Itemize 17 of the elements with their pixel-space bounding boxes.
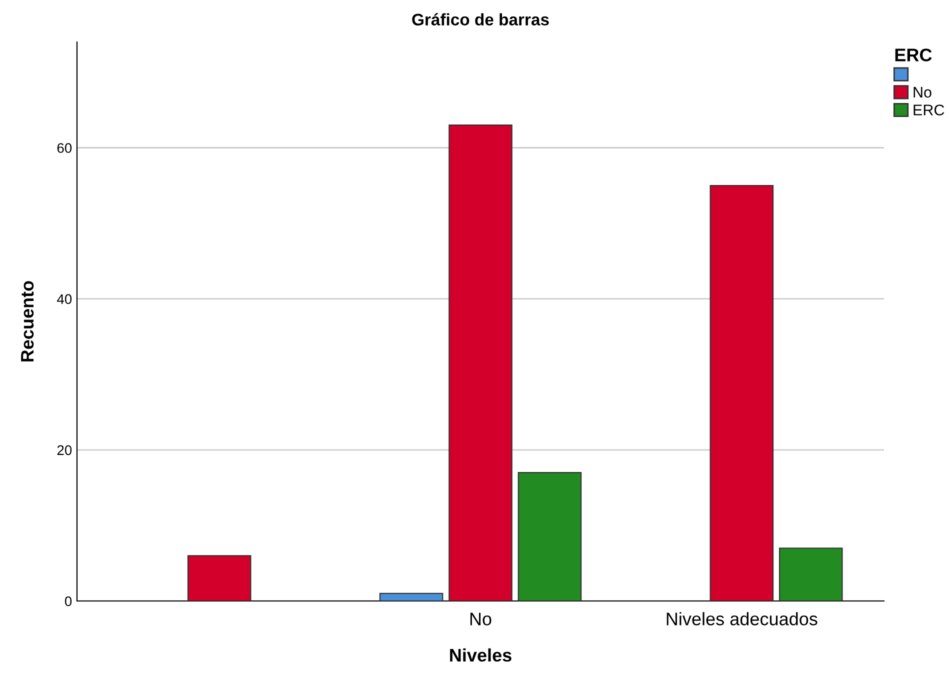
chart-title: Gráfico de barras [412, 13, 549, 26]
legend-title: ERC [895, 48, 932, 62]
bar [778, 548, 843, 601]
y-tick-label: 0 [64, 596, 72, 606]
y-tick-label: 20 [57, 445, 72, 456]
y-tick-label: 40 [57, 294, 72, 304]
y-axis-title: Recuento [21, 281, 34, 362]
bar [448, 124, 512, 601]
legend-label: ERC [914, 104, 944, 116]
x-axis-title: Niveles [450, 648, 512, 662]
y-tick-label: 60 [57, 143, 72, 153]
bar [518, 472, 582, 601]
bar [187, 555, 252, 601]
x-tick-label: Niveles adecuados [666, 612, 818, 626]
bar [379, 592, 444, 601]
legend-label: No [914, 86, 932, 98]
bar [710, 184, 774, 601]
